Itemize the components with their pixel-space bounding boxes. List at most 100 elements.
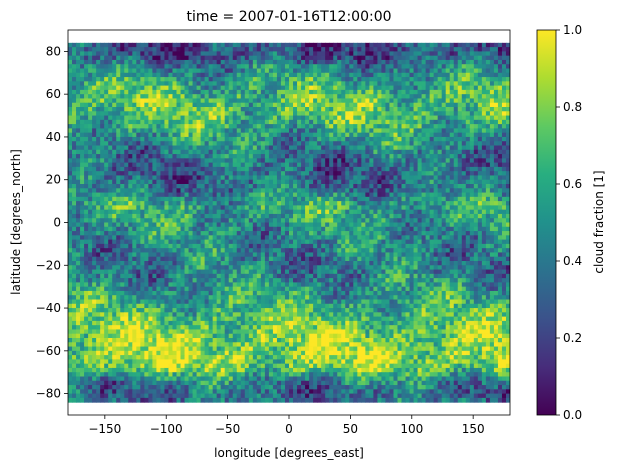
heatmap-cell xyxy=(264,42,270,48)
heatmap-cell xyxy=(164,115,169,121)
heatmap-cell xyxy=(88,94,93,99)
heatmap-cell xyxy=(389,72,394,78)
heatmap-cell xyxy=(128,102,133,108)
heatmap-cell xyxy=(309,213,314,219)
heatmap-cell xyxy=(128,98,133,104)
heatmap-cell xyxy=(457,42,463,48)
heatmap-cell xyxy=(272,115,278,121)
heatmap-cell xyxy=(297,59,302,65)
heatmap-cell xyxy=(417,158,423,164)
heatmap-cell xyxy=(409,102,415,108)
heatmap-cell xyxy=(477,85,483,91)
heatmap-cell xyxy=(465,149,471,155)
heatmap-cell xyxy=(164,166,169,172)
heatmap-cell xyxy=(433,136,439,142)
heatmap-cell xyxy=(216,119,222,125)
heatmap-cell xyxy=(240,166,246,172)
heatmap-cell xyxy=(393,154,398,159)
heatmap-cell xyxy=(152,64,157,69)
heatmap-cell xyxy=(232,192,238,198)
heatmap-cell xyxy=(240,149,246,155)
heatmap-cell xyxy=(445,85,451,91)
heatmap-cell xyxy=(140,89,145,95)
heatmap-cell xyxy=(345,59,350,65)
heatmap-cell xyxy=(176,42,182,48)
heatmap-cell xyxy=(361,89,366,95)
heatmap-cell xyxy=(124,81,129,87)
heatmap-cell xyxy=(160,68,165,74)
heatmap-cell xyxy=(461,72,467,78)
heatmap-cell xyxy=(325,205,330,211)
heatmap-cell xyxy=(68,89,73,95)
heatmap-cell xyxy=(409,59,415,65)
heatmap-cell xyxy=(116,128,121,134)
heatmap-cell xyxy=(445,107,451,112)
heatmap-cell xyxy=(377,64,382,69)
heatmap-cell xyxy=(200,81,206,87)
heatmap-cell xyxy=(505,107,510,112)
heatmap-cell xyxy=(465,119,471,125)
heatmap-cell xyxy=(96,222,101,228)
heatmap-cell xyxy=(232,158,238,164)
heatmap-cell xyxy=(333,162,338,168)
heatmap-cell xyxy=(305,94,310,99)
heatmap-cell xyxy=(345,158,350,164)
heatmap-cell xyxy=(465,154,471,159)
heatmap-cell xyxy=(397,68,403,74)
heatmap-cell xyxy=(381,231,386,236)
heatmap-cell xyxy=(309,141,314,146)
heatmap-cell xyxy=(276,77,282,82)
heatmap-cell xyxy=(260,72,266,78)
heatmap-cell xyxy=(280,68,286,74)
heatmap-cell xyxy=(405,72,411,78)
heatmap-cell xyxy=(196,188,202,194)
heatmap-cell xyxy=(313,68,318,74)
heatmap-cell xyxy=(176,145,182,151)
heatmap-cell xyxy=(361,115,366,121)
heatmap-cell xyxy=(461,128,467,134)
heatmap-cell xyxy=(172,141,177,146)
heatmap-cell xyxy=(349,209,354,215)
heatmap-cell xyxy=(76,226,81,232)
heatmap-cell xyxy=(321,55,326,61)
heatmap-cell xyxy=(160,85,165,91)
heatmap-cell xyxy=(473,175,479,181)
heatmap-cell xyxy=(152,188,157,194)
heatmap-cell xyxy=(465,213,471,219)
heatmap-cell xyxy=(196,235,202,241)
heatmap-cell xyxy=(164,136,169,142)
heatmap-cell xyxy=(317,154,322,159)
heatmap-cell xyxy=(196,162,202,168)
heatmap-cell xyxy=(148,201,153,206)
heatmap-cell xyxy=(401,226,407,232)
heatmap-cell xyxy=(453,145,459,151)
heatmap-cell xyxy=(301,149,306,155)
heatmap-cell xyxy=(204,188,210,194)
heatmap-cell xyxy=(333,89,338,95)
heatmap-cell xyxy=(433,55,439,61)
heatmap-cell xyxy=(268,42,274,48)
heatmap-cell xyxy=(200,213,206,219)
heatmap-cell xyxy=(112,42,117,48)
heatmap-cell xyxy=(293,192,298,198)
heatmap-cell xyxy=(152,107,157,112)
heatmap-cell xyxy=(289,136,294,142)
heatmap-cell xyxy=(236,209,242,215)
heatmap-cell xyxy=(481,205,487,211)
heatmap-cell xyxy=(437,196,443,202)
heatmap-cell xyxy=(289,218,294,223)
heatmap-cell xyxy=(68,218,73,223)
heatmap-cell xyxy=(268,192,274,198)
heatmap-cell xyxy=(204,136,210,142)
heatmap-cell xyxy=(212,154,218,159)
heatmap-cell xyxy=(325,158,330,164)
heatmap-cell xyxy=(309,59,314,65)
heatmap-cell xyxy=(112,184,117,189)
heatmap-cell xyxy=(108,89,113,95)
heatmap-cell xyxy=(132,115,137,121)
heatmap-cell xyxy=(168,166,173,172)
heatmap-cell xyxy=(104,196,109,202)
heatmap-cell xyxy=(381,175,386,181)
heatmap-cell xyxy=(373,192,378,198)
heatmap-cell xyxy=(76,136,81,142)
